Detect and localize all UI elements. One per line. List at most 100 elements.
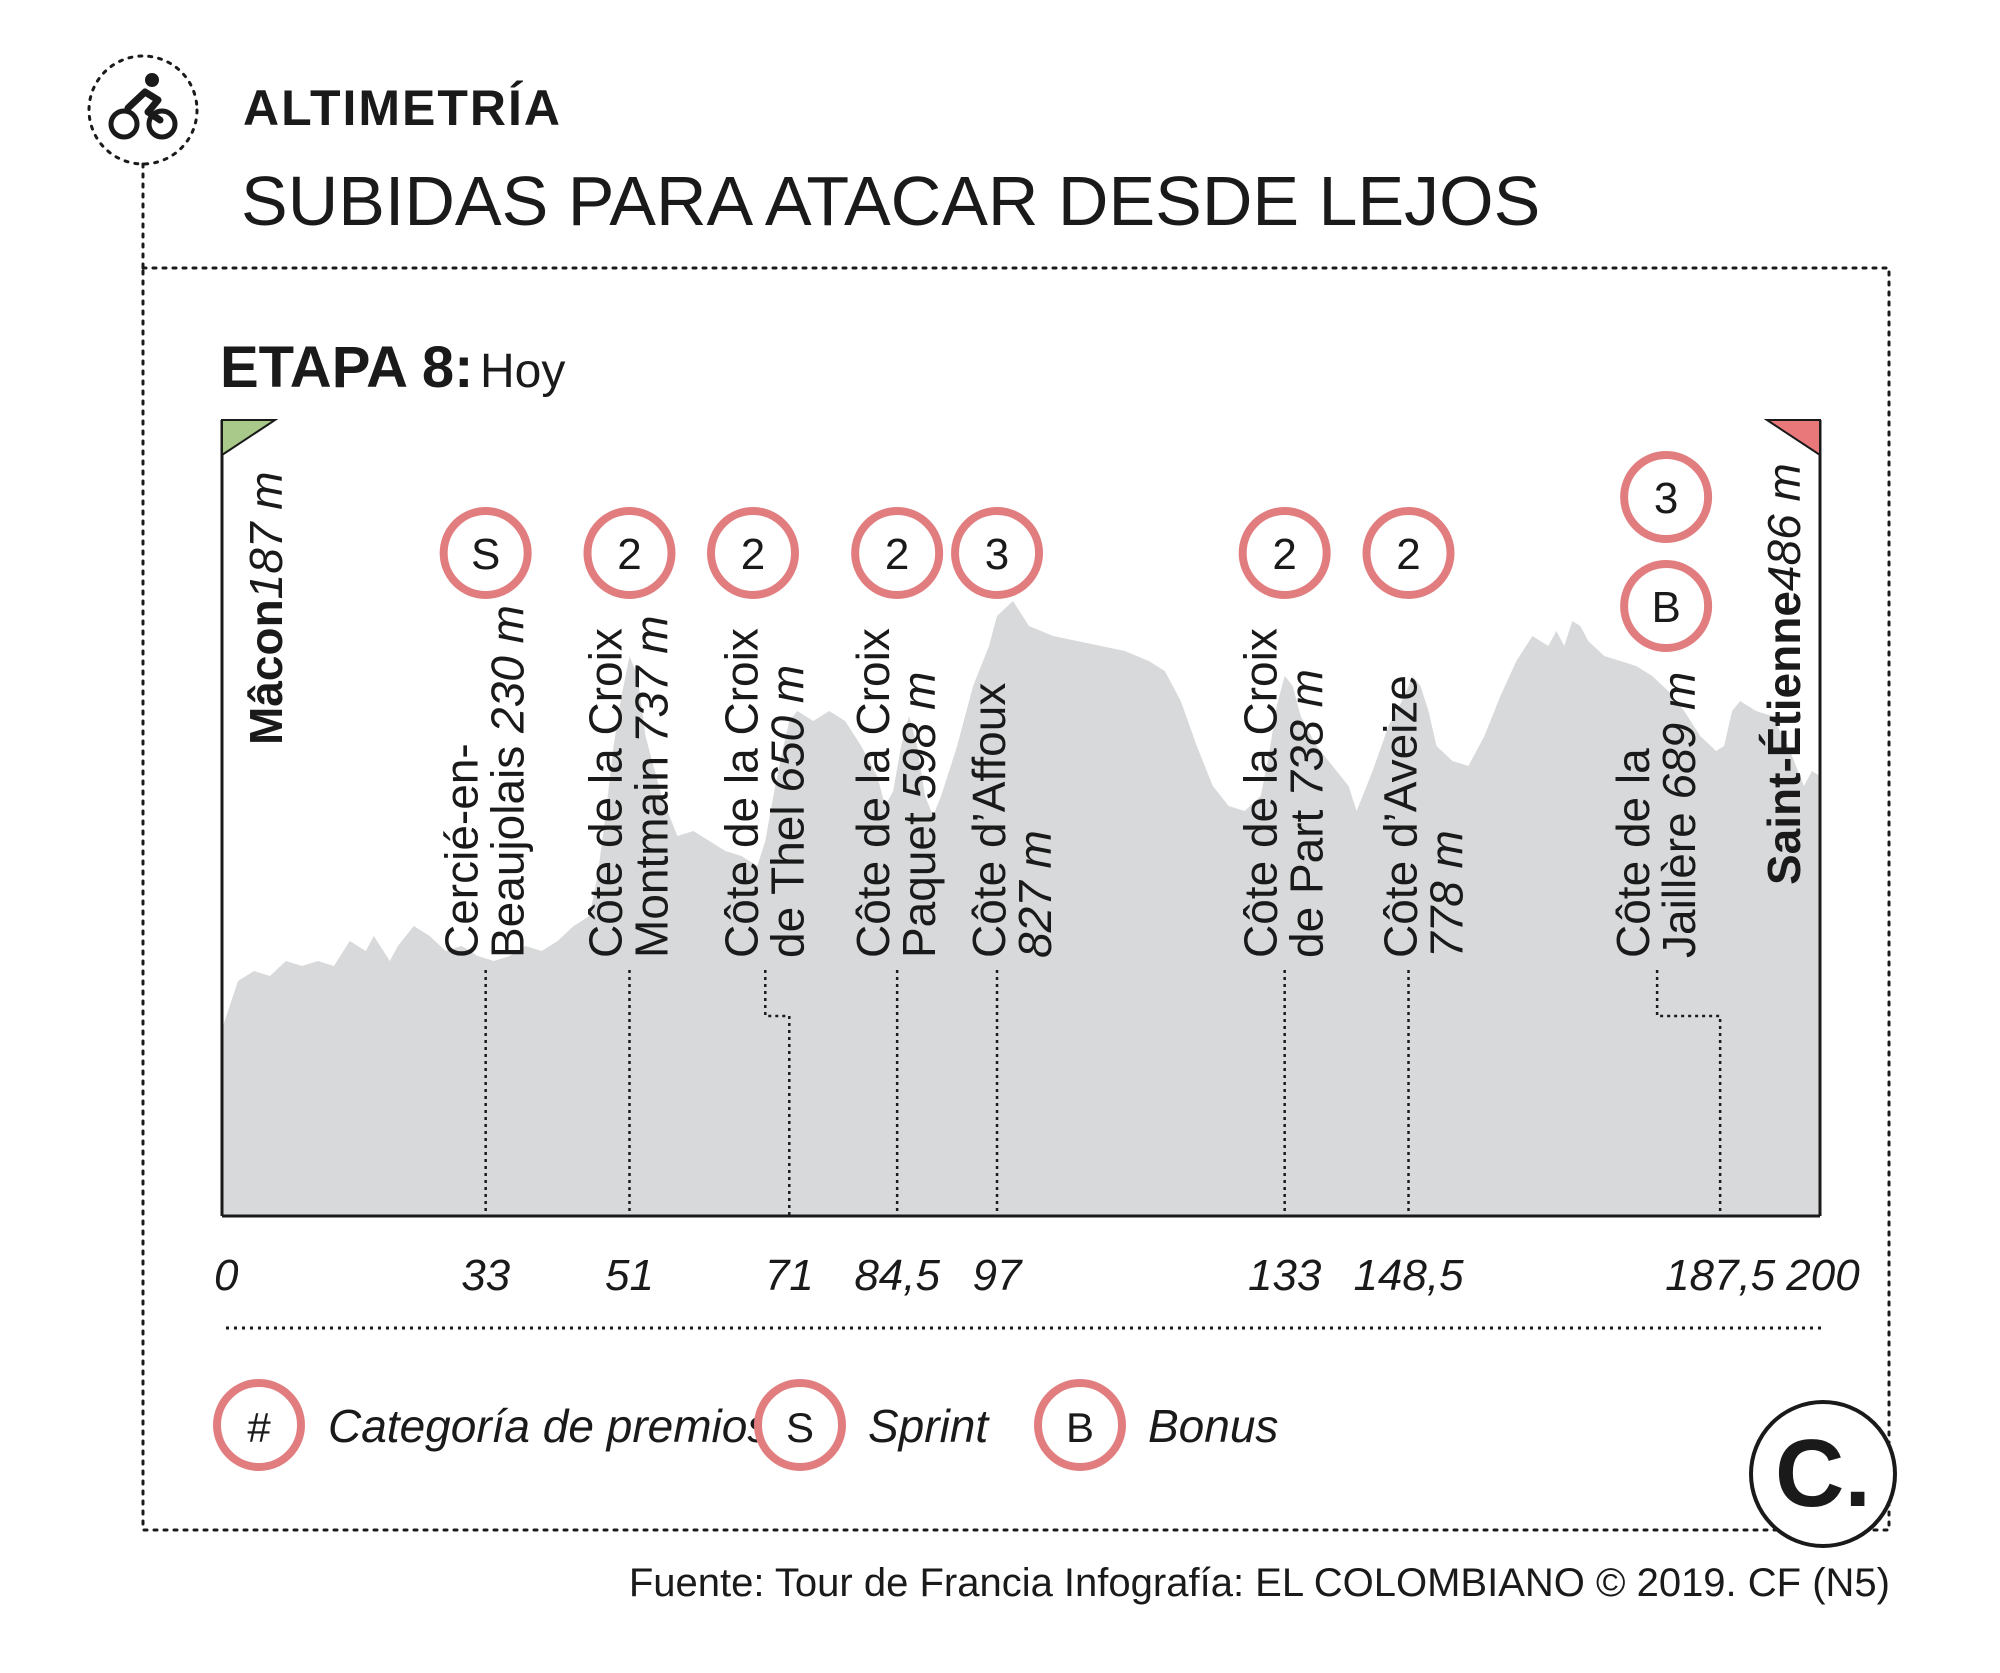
badge-sprint: S <box>439 507 532 599</box>
badge-text: 2 <box>617 530 641 579</box>
climb-altitude: 827 m <box>1009 830 1061 958</box>
climb-altitude: 738 m <box>1281 669 1333 797</box>
legend-label-bonus: Bonus <box>1148 1400 1278 1452</box>
badge-category-2: 2 <box>583 507 676 599</box>
badge-category-2: 2 <box>1238 507 1331 599</box>
el-colombiano-logo: C. <box>1749 1400 1897 1548</box>
climb-name-cont: Montmain 737 m <box>625 615 677 958</box>
logo-text: C. <box>1775 1420 1871 1527</box>
climb-altitude: 778 m <box>1421 830 1473 958</box>
x-tick-label: 0 <box>214 1251 239 1300</box>
legend-label-sprint: Sprint <box>868 1400 990 1452</box>
badge-ring <box>583 507 676 599</box>
badge-text: 2 <box>1396 530 1420 579</box>
finish-label: Saint-Étienne486 m <box>1758 463 1810 885</box>
legend-item-category: # Categoría de premios <box>213 1379 770 1471</box>
elevation-profile-area <box>222 601 1820 1216</box>
start-label: Mâcon187 m <box>240 471 292 745</box>
legend-badge-sprint <box>754 1379 846 1471</box>
climb-label: Cercié-en-Beaujolais 230 m <box>436 605 534 958</box>
finish-altitude: 486 m <box>1758 463 1810 591</box>
badge-category-3: 3 <box>951 507 1044 599</box>
climb-name-cont: Jaillère 689 m <box>1653 672 1705 958</box>
climb-altitude: 598 m <box>893 672 945 800</box>
finish-name: Saint-Étienne <box>1758 591 1810 885</box>
badge-text: 2 <box>741 530 765 579</box>
climb-name-cont: 778 m <box>1421 830 1473 958</box>
legend-label-category: Categoría de premios <box>328 1400 770 1452</box>
climb-name-cont: Beaujolais 230 m <box>482 605 534 958</box>
badge-bonus: B <box>1620 560 1713 652</box>
badge-text: 3 <box>985 530 1009 579</box>
badge-text: S <box>471 530 500 579</box>
x-tick-label: 71 <box>765 1251 814 1300</box>
badge-text: 3 <box>1654 474 1678 523</box>
badge-ring <box>1238 507 1331 599</box>
climb-altitude: 650 m <box>761 665 813 793</box>
legend-badge-category <box>213 1379 305 1471</box>
badge-ring <box>1362 507 1455 599</box>
legend-symbol-category: # <box>247 1404 271 1451</box>
badge-category-2: 2 <box>851 507 944 599</box>
legend-item-sprint: S Sprint <box>754 1379 990 1471</box>
x-tick-label: 51 <box>605 1251 654 1300</box>
legend: # Categoría de premios S Sprint B Bonus <box>213 1379 1278 1471</box>
start-altitude: 187 m <box>240 471 292 599</box>
stage-label: ETAPA 8: <box>220 335 474 400</box>
climb-name: Côte d’Affoux <box>963 683 1015 958</box>
badge-ring <box>439 507 532 599</box>
elevation-chart: S 2 2 2 3 2 23B Mâcon187 m Saint-Étienne486 m … <box>214 419 1860 1300</box>
climb-name: Côte de la <box>1607 748 1659 958</box>
x-tick-label: 33 <box>461 1251 510 1300</box>
climb-name-cont: Paquet 598 m <box>893 672 945 958</box>
badge-category-3: 3 <box>1620 451 1713 543</box>
x-tick-label: 187,5 <box>1665 1251 1776 1300</box>
climb-name-line2: Paquet <box>893 799 945 958</box>
legend-symbol-sprint: S <box>786 1404 814 1451</box>
climb-name-line2: Beaujolais <box>482 733 534 958</box>
climb-name-cont: 827 m <box>1009 830 1061 958</box>
x-tick-label: 200 <box>1785 1251 1860 1300</box>
climb-name: Cercié-en- <box>436 743 488 958</box>
legend-badge-bonus <box>1034 1379 1126 1471</box>
header-kicker: ALTIMETRÍA <box>243 80 562 136</box>
climb-name: Côte de la Croix <box>579 628 631 958</box>
x-tick-label: 133 <box>1248 1251 1322 1300</box>
legend-symbol-bonus: B <box>1066 1404 1094 1451</box>
climb-name-cont: de Part 738 m <box>1281 669 1333 958</box>
badge-text: 2 <box>885 530 909 579</box>
climb-name: Côte d’Aveize <box>1375 675 1427 958</box>
climb-name-cont: de Thel 650 m <box>761 665 813 958</box>
climb-altitude: 230 m <box>482 605 534 734</box>
finish-flag <box>1763 419 1821 457</box>
climb-altitude: 737 m <box>625 615 677 743</box>
badge-ring <box>1620 560 1713 652</box>
climb-name-line2: Jaillère <box>1653 799 1705 958</box>
badge-ring <box>851 507 944 599</box>
climb-name: Côte de la Croix <box>1235 628 1287 958</box>
x-tick-label: 84,5 <box>854 1251 940 1300</box>
badge-category-2: 2 <box>1362 507 1455 599</box>
badge-category-2: 2 <box>707 507 799 599</box>
climb-name-line2: Montmain <box>625 743 677 958</box>
x-tick-label: 148,5 <box>1353 1251 1464 1300</box>
source-credit: Fuente: Tour de Francia Infografía: EL C… <box>629 1561 1890 1605</box>
badge-ring <box>1620 451 1713 543</box>
badge-ring <box>951 507 1044 599</box>
marker-line <box>764 970 791 1216</box>
marker-line <box>1655 970 1722 1216</box>
x-tick-label: 97 <box>973 1251 1023 1300</box>
legend-item-bonus: B Bonus <box>1034 1379 1278 1471</box>
start-name: Mâcon <box>240 599 292 745</box>
badge-ring <box>707 507 799 599</box>
climb-name: Côte de la Croix <box>715 628 767 958</box>
climb-name: Côte de la Croix <box>847 628 899 958</box>
